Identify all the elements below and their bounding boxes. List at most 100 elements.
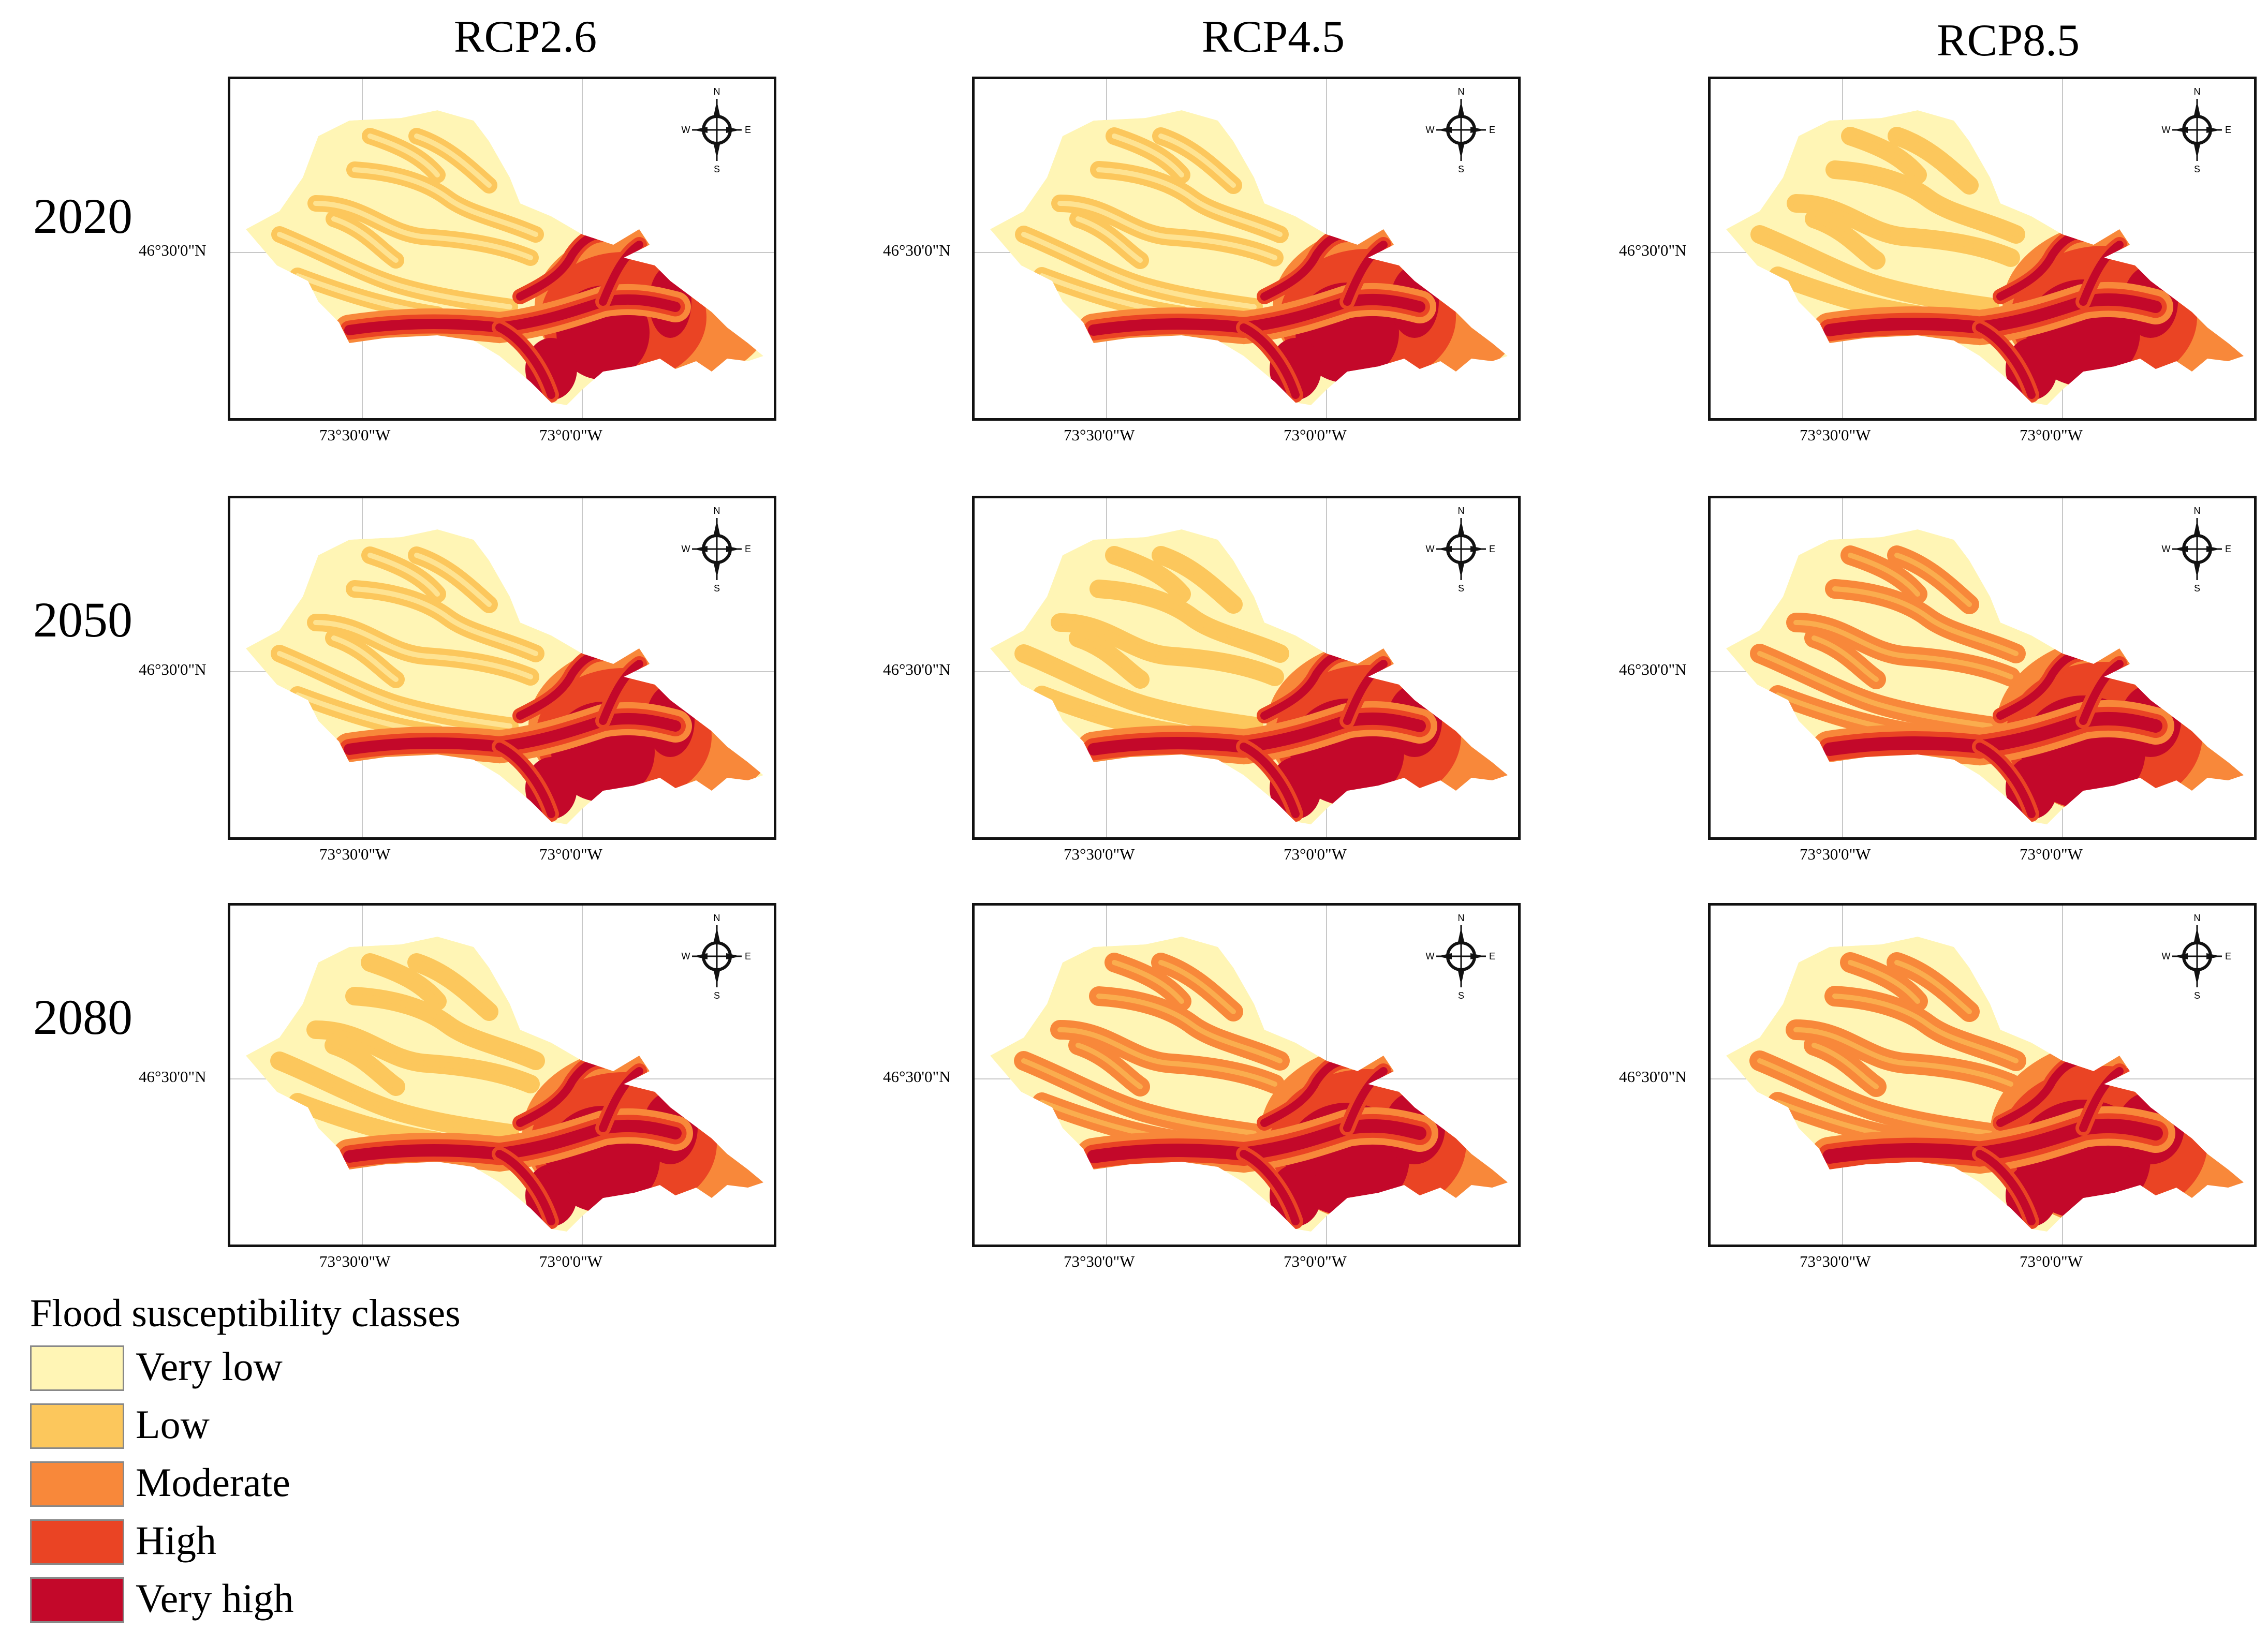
longitude-label: 73°30'0"W: [1800, 845, 1871, 863]
north-arrow-icon: N S W E: [1425, 502, 1497, 596]
longitude-label: 73°30'0"W: [319, 845, 391, 863]
compass-label-n: N: [2194, 506, 2201, 516]
compass-label-e: E: [745, 125, 751, 135]
north-arrow-icon: N S W E: [2161, 83, 2233, 176]
compass-label-n: N: [2194, 86, 2201, 97]
compass-label-n: N: [1458, 913, 1465, 923]
longitude-label: 73°30'0"W: [319, 1252, 391, 1270]
longitude-label: 73°0'0"W: [2020, 426, 2083, 444]
longitude-label: 73°0'0"W: [1284, 426, 1347, 444]
north-arrow-icon: N S W E: [681, 910, 753, 1003]
legend-swatch: [30, 1519, 124, 1565]
longitude-label: 73°30'0"W: [319, 426, 391, 444]
map-frame: N S W E: [972, 496, 1521, 840]
latitude-label: 46°30'0"N: [1619, 660, 1687, 678]
column-title-rcp85: RCP8.5: [1936, 16, 2080, 66]
longitude-label: 73°0'0"W: [2020, 1252, 2083, 1270]
compass-label-e: E: [745, 544, 751, 554]
column-title-rcp45: RCP4.5: [1201, 12, 1345, 62]
compass-label-e: E: [1489, 125, 1495, 135]
flood-map: [230, 906, 774, 1245]
longitude-label: 73°30'0"W: [1064, 845, 1135, 863]
legend-swatch: [30, 1403, 124, 1449]
latitude-label: 46°30'0"N: [883, 660, 951, 678]
latitude-label: 46°30'0"N: [139, 1068, 207, 1086]
north-arrow-icon: N S W E: [1425, 83, 1497, 176]
longitude-label: 73°0'0"W: [539, 845, 602, 863]
compass-label-e: E: [1489, 951, 1495, 961]
legend-label: High: [136, 1518, 216, 1563]
compass-label-e: E: [2225, 951, 2231, 961]
compass-label-w: W: [1426, 544, 1435, 554]
flood-map: [1711, 79, 2254, 418]
north-arrow-icon: N S W E: [681, 83, 753, 176]
north-arrow-icon: N S W E: [1425, 910, 1497, 1003]
column-title-rcp26: RCP2.6: [453, 12, 597, 62]
flood-map: [975, 498, 1518, 837]
legend-swatch: [30, 1577, 124, 1623]
flood-map: [975, 79, 1518, 418]
map-frame: N S W E: [228, 77, 776, 421]
north-arrow-icon: N S W E: [681, 502, 753, 596]
legend-label: Low: [136, 1402, 210, 1447]
compass-label-n: N: [714, 913, 720, 923]
latitude-label: 46°30'0"N: [1619, 1068, 1687, 1086]
longitude-label: 73°30'0"W: [1064, 1252, 1135, 1270]
latitude-label: 46°30'0"N: [1619, 241, 1687, 259]
legend-label: Moderate: [136, 1460, 290, 1505]
row-label-2050: 2050: [33, 592, 132, 647]
map-frame: N S W E: [228, 496, 776, 840]
legend-label: Very low: [136, 1344, 283, 1389]
map-frame: N S W E: [1708, 903, 2257, 1247]
legend-swatch: [30, 1461, 124, 1507]
north-arrow-icon: N S W E: [2161, 910, 2233, 1003]
compass-label-w: W: [2162, 125, 2171, 135]
compass-label-e: E: [745, 951, 751, 961]
longitude-label: 73°0'0"W: [2020, 845, 2083, 863]
compass-label-n: N: [714, 86, 720, 97]
flood-map: [230, 79, 774, 418]
compass-label-s: S: [1458, 164, 1464, 174]
row-label-2080: 2080: [33, 989, 132, 1045]
compass-label-w: W: [682, 125, 690, 135]
compass-label-e: E: [2225, 544, 2231, 554]
latitude-label: 46°30'0"N: [883, 1068, 951, 1086]
flood-map: [975, 906, 1518, 1245]
compass-label-s: S: [1458, 990, 1464, 1001]
compass-label-e: E: [2225, 125, 2231, 135]
map-frame: N S W E: [972, 903, 1521, 1247]
map-frame: N S W E: [1708, 496, 2257, 840]
longitude-label: 73°30'0"W: [1800, 426, 1871, 444]
row-label-2020: 2020: [33, 188, 132, 244]
compass-label-s: S: [2194, 164, 2200, 174]
compass-label-w: W: [682, 544, 690, 554]
compass-label-s: S: [1458, 583, 1464, 594]
compass-label-s: S: [2194, 583, 2200, 594]
map-frame: N S W E: [1708, 77, 2257, 421]
map-frame: N S W E: [228, 903, 776, 1247]
flood-map: [230, 498, 774, 837]
compass-label-w: W: [1426, 125, 1435, 135]
compass-label-n: N: [2194, 913, 2201, 923]
legend-label: Very high: [136, 1576, 294, 1621]
compass-label-n: N: [1458, 506, 1465, 516]
latitude-label: 46°30'0"N: [139, 241, 207, 259]
compass-label-n: N: [1458, 86, 1465, 97]
longitude-label: 73°0'0"W: [539, 1252, 602, 1270]
longitude-label: 73°0'0"W: [539, 426, 602, 444]
compass-label-s: S: [714, 164, 720, 174]
latitude-label: 46°30'0"N: [883, 241, 951, 259]
compass-label-n: N: [714, 506, 720, 516]
legend-swatch: [30, 1345, 124, 1391]
map-frame: N S W E: [972, 77, 1521, 421]
compass-label-e: E: [1489, 544, 1495, 554]
compass-label-s: S: [714, 990, 720, 1001]
longitude-label: 73°30'0"W: [1800, 1252, 1871, 1270]
longitude-label: 73°0'0"W: [1284, 845, 1347, 863]
flood-map: [1711, 498, 2254, 837]
legend-title: Flood susceptibility classes: [30, 1292, 461, 1335]
flood-map: [1711, 906, 2254, 1245]
north-arrow-icon: N S W E: [2161, 502, 2233, 596]
compass-label-s: S: [2194, 990, 2200, 1001]
